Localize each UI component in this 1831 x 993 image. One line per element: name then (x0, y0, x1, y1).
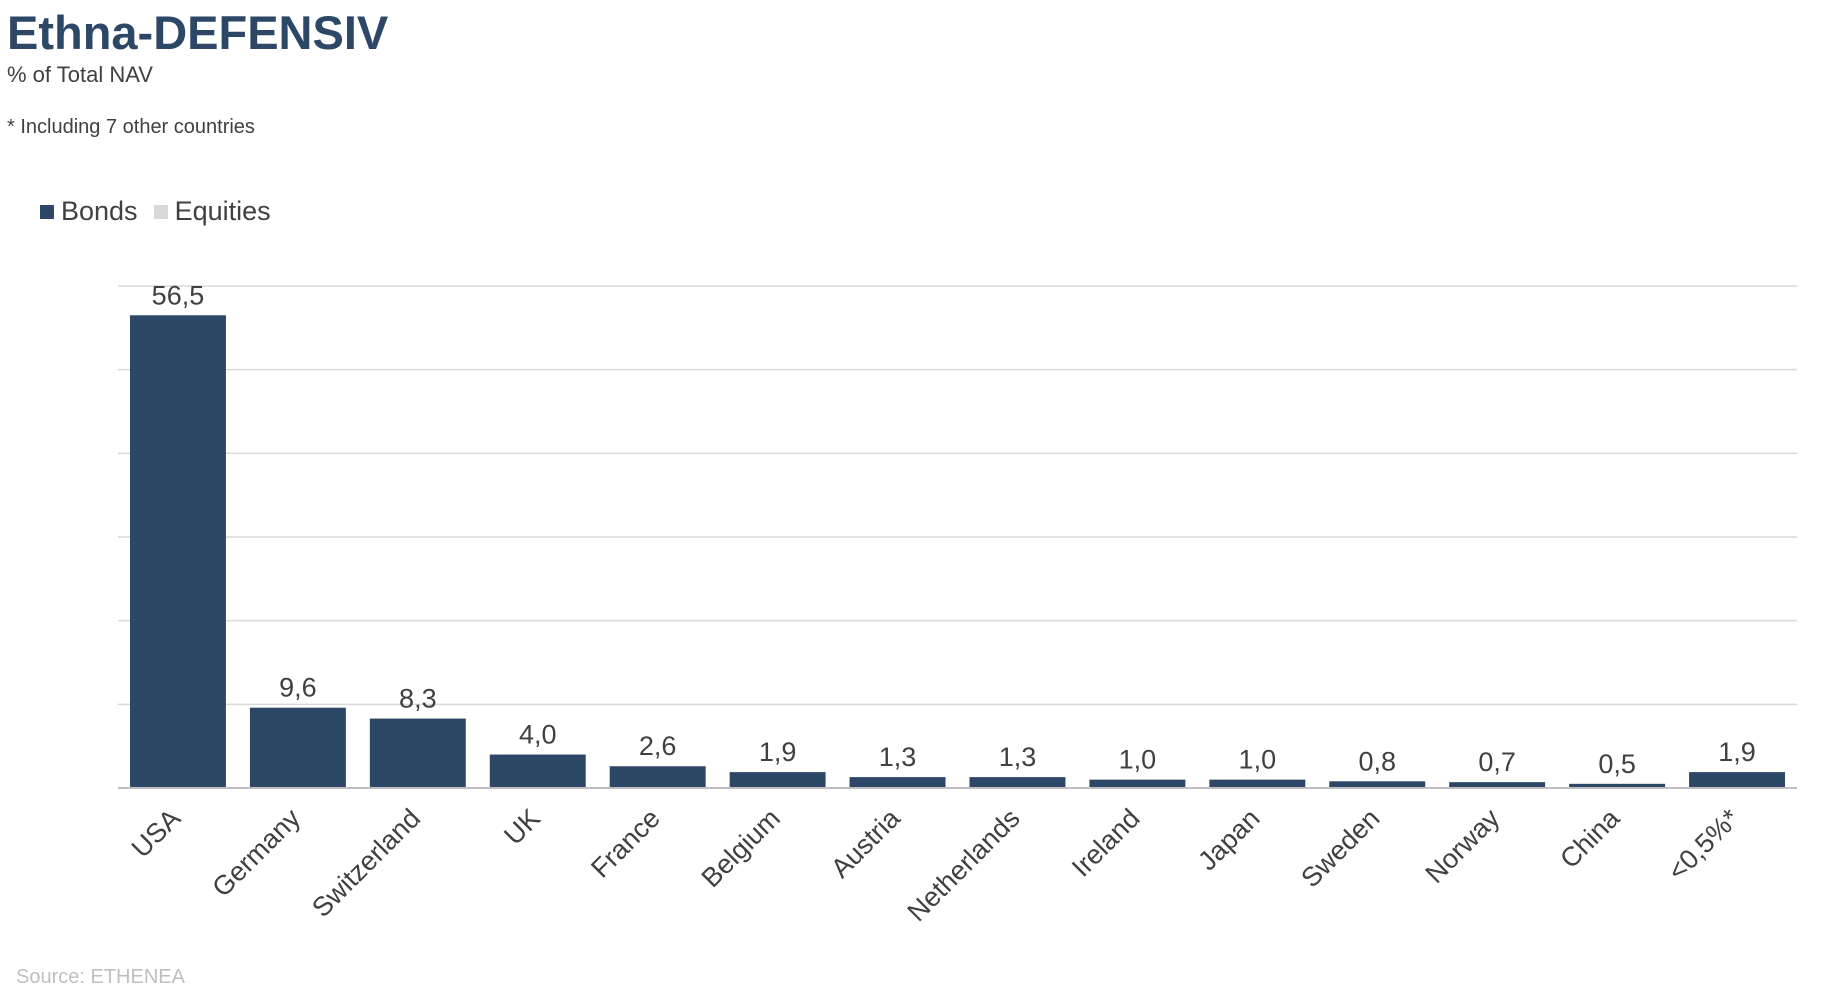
category-label: China (1554, 802, 1626, 874)
bar-bonds (1689, 772, 1786, 788)
legend-item-equities: Equities (153, 196, 271, 227)
chart-note: * Including 7 other countries (7, 116, 255, 138)
legend-swatch-bonds (40, 204, 54, 219)
legend-item-bonds: Bonds (40, 196, 138, 227)
bar-bonds (129, 315, 226, 788)
data-label: 4,0 (519, 720, 557, 750)
data-label: 9,6 (279, 673, 317, 703)
data-label: 1,3 (999, 742, 1037, 772)
data-label: 1,0 (1119, 745, 1157, 775)
category-label: France (585, 803, 666, 884)
category-label: Austria (825, 802, 906, 883)
category-label: Switzerland (306, 803, 426, 923)
data-label: 0,8 (1358, 746, 1396, 776)
legend-label-equities: Equities (174, 196, 271, 226)
category-label: Belgium (696, 803, 786, 893)
bar-bonds (849, 777, 946, 788)
bar-bonds (1449, 782, 1546, 788)
category-label: Netherlands (902, 803, 1026, 927)
chart-subtitle: % of Total NAV (7, 62, 153, 87)
category-label: Norway (1419, 803, 1505, 889)
legend-label-bonds: Bonds (61, 196, 138, 226)
data-label: 1,9 (759, 737, 797, 767)
data-label: 0,7 (1478, 747, 1516, 777)
data-label: 1,0 (1239, 745, 1277, 775)
chart-legend: Bonds Equities (40, 196, 287, 227)
bar-bonds (1089, 779, 1186, 788)
data-label: 0,5 (1598, 749, 1636, 779)
category-label: Japan (1192, 803, 1265, 876)
category-label: Sweden (1295, 803, 1385, 893)
category-label: Germany (206, 803, 306, 903)
bar-bonds (369, 718, 466, 788)
bar-bonds (1569, 783, 1666, 788)
data-label: 56,5 (152, 280, 205, 310)
category-label: USA (126, 803, 186, 863)
source-note: Source: ETHENEA (16, 966, 185, 988)
category-label: <0,5%* (1662, 803, 1746, 887)
bar-bonds (1329, 781, 1426, 788)
data-label: 2,6 (639, 731, 677, 761)
category-label: UK (498, 803, 546, 851)
data-label: 1,3 (879, 742, 917, 772)
data-label: 1,9 (1718, 737, 1756, 767)
chart-title: Ethna-DEFENSIV (7, 6, 389, 59)
category-label: Ireland (1066, 803, 1146, 883)
bar-bonds (1209, 779, 1306, 788)
legend-swatch-equities (153, 204, 168, 219)
bar-bonds (489, 754, 586, 788)
bar-bonds (609, 766, 706, 788)
data-label: 8,3 (399, 684, 437, 714)
bar-bonds (249, 707, 346, 788)
bar-bonds (969, 777, 1066, 788)
bar-bonds (729, 772, 826, 788)
